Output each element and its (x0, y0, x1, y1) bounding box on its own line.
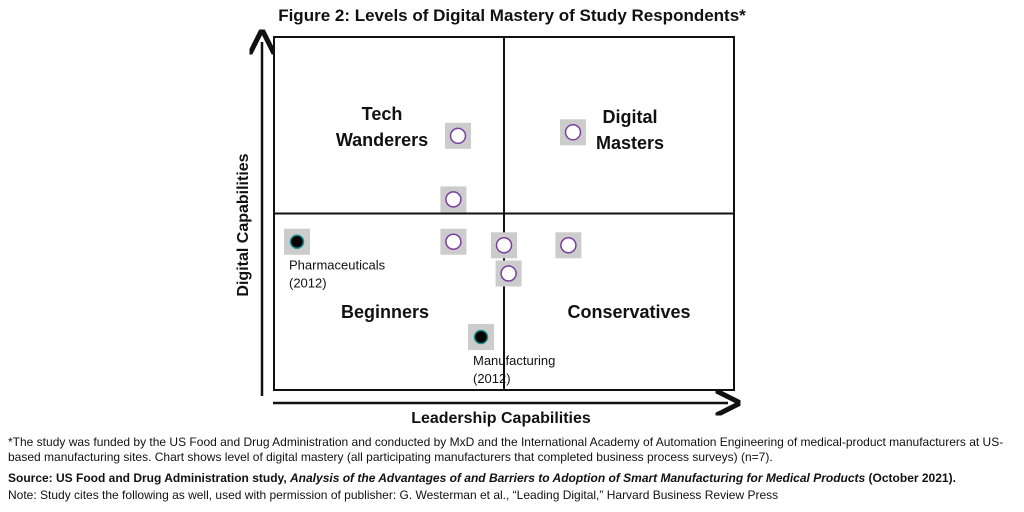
source-prefix: Source: US Food and Drug Administration … (8, 471, 291, 485)
open-circle-marker (495, 237, 513, 254)
quadrant-label-bottom-right: Conservatives (567, 302, 690, 322)
filled-circle-marker (289, 234, 305, 249)
y-axis-title: Digital Capabilities (235, 153, 252, 296)
point-label-line: Pharmaceuticals (289, 258, 386, 273)
quadrant-label-top-left: Tech Wanderers (336, 104, 428, 150)
open-circle-marker (560, 237, 577, 254)
source-title: Analysis of the Advantages of and Barrie… (290, 471, 866, 485)
quadrant-label-line: Tech (362, 104, 403, 124)
open-circle-marker (445, 233, 462, 250)
footnote: *The study was funded by the US Food and… (8, 435, 1004, 464)
permission-note: Note: Study cites the following as well,… (8, 488, 779, 502)
quadrant-label-line: Digital (602, 107, 657, 127)
data-point (440, 186, 467, 213)
open-circle-marker (449, 127, 467, 145)
data-point (440, 228, 467, 255)
data-point (560, 119, 586, 146)
point-label: Manufacturing (2012) (473, 353, 555, 386)
quadrant-label-line: Masters (596, 133, 664, 153)
chart-title: Figure 2: Levels of Digital Mastery of S… (278, 6, 746, 25)
quadrant-label-line: Beginners (341, 302, 429, 322)
open-circle-marker (500, 265, 517, 282)
x-axis-title: Leadership Capabilities (411, 410, 591, 427)
chart-notes: *The study was funded by the US Food and… (8, 435, 1013, 503)
source-line: Source: US Food and Drug Administration … (8, 471, 1013, 486)
data-point (495, 260, 522, 287)
data-point: Pharmaceuticals (2012) (284, 228, 386, 291)
filled-circle-marker (473, 329, 489, 345)
data-point (491, 232, 517, 259)
open-circle-marker (445, 191, 462, 208)
open-circle-marker (564, 124, 582, 141)
quadrant-label-top-right: Digital Masters (596, 107, 664, 153)
data-point (445, 122, 471, 149)
quadrant-label-bottom-left: Beginners (341, 302, 429, 322)
point-label-line: (2012) (289, 276, 327, 291)
quadrant-chart: Tech Wanderers Digital Masters Beginners Cons… (235, 0, 1024, 427)
quadrant-label-line: Conservatives (567, 302, 690, 322)
data-point: Manufacturing (2012) (468, 324, 555, 386)
point-label-line: (2012) (473, 371, 511, 386)
quadrant-label-line: Wanderers (336, 130, 428, 150)
point-label: Pharmaceuticals (2012) (289, 258, 386, 291)
source-suffix: (October 2021). (865, 471, 956, 485)
point-label-line: Manufacturing (473, 353, 555, 368)
data-point (555, 232, 582, 259)
